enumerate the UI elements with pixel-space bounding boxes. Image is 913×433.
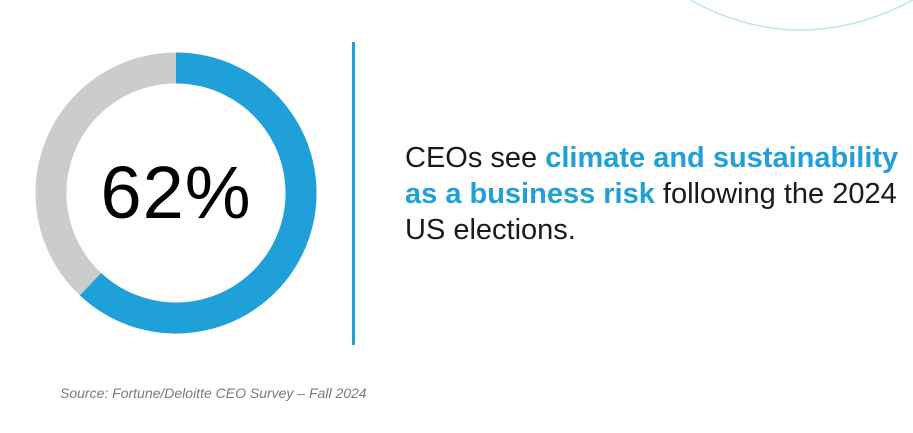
statement-text: CEOs see climate and sustainability as a… xyxy=(405,140,905,248)
vertical-divider xyxy=(352,42,355,345)
donut-slice-remainder xyxy=(35,52,177,296)
percent-label: 62% xyxy=(100,151,252,234)
statement-suffix: following the 2024 US elections. xyxy=(405,178,897,246)
statement-highlight: climate and sustainability as a business… xyxy=(405,142,899,210)
statement-prefix: CEOs see xyxy=(405,142,546,174)
donut-slice-primary xyxy=(79,52,317,334)
source-note: Source: Fortune/Deloitte CEO Survey – Fa… xyxy=(60,385,367,401)
